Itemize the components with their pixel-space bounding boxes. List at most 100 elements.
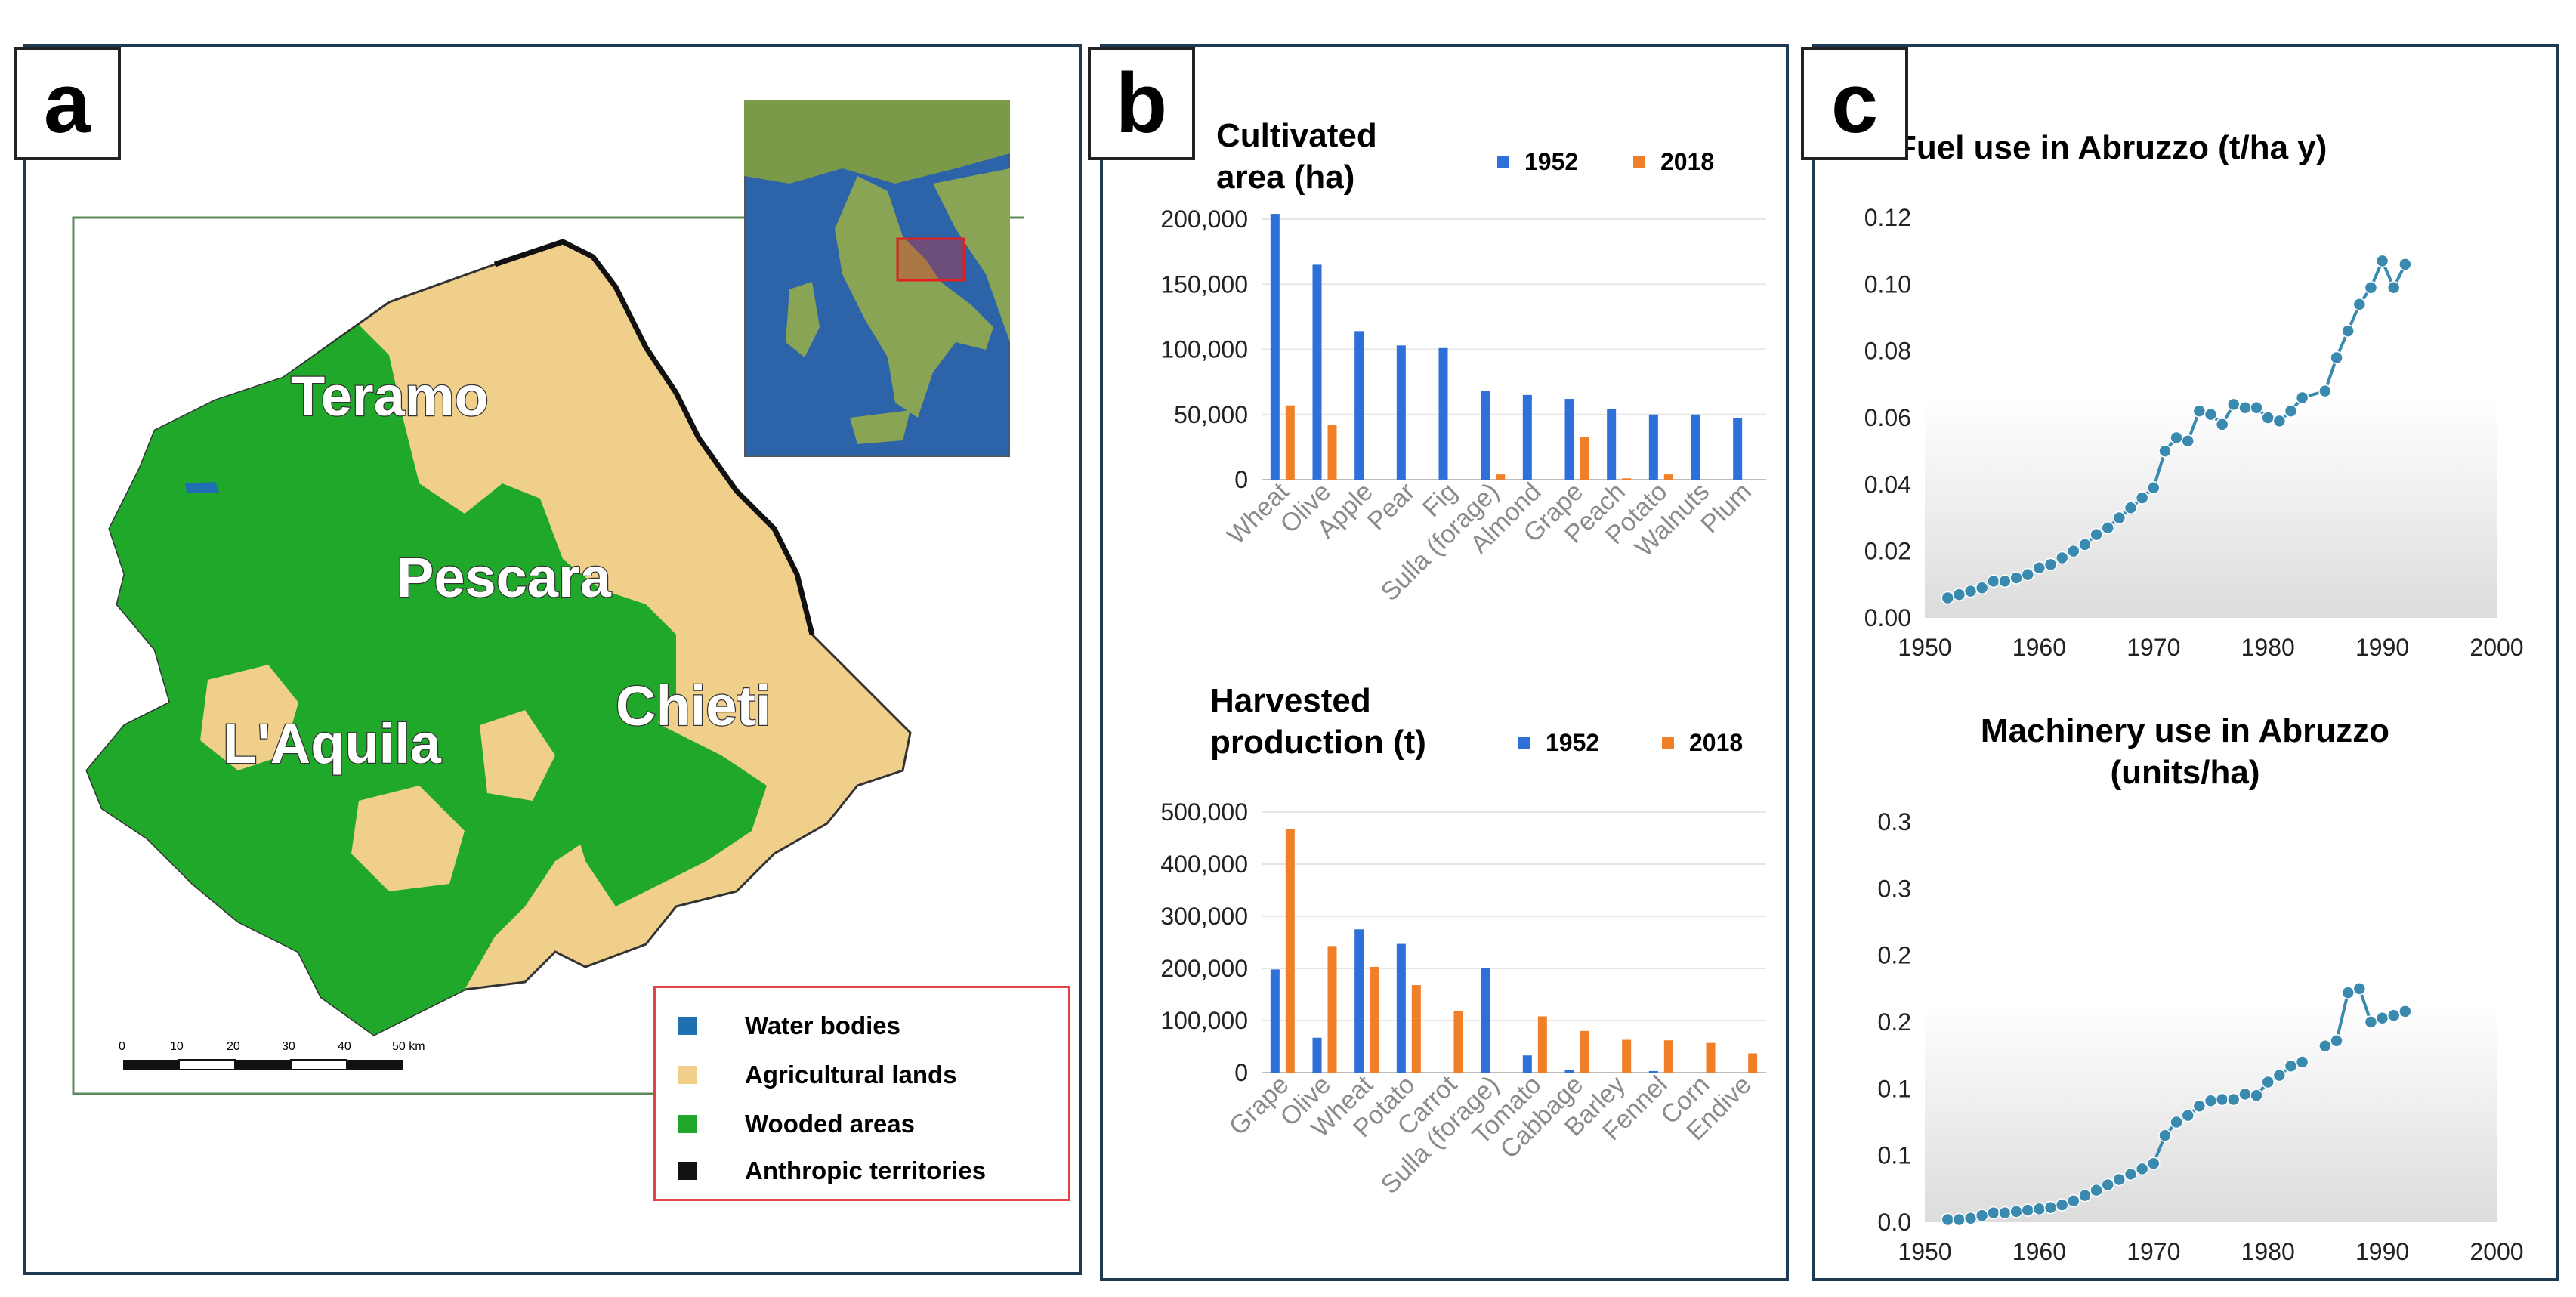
harvested-bar-1952	[1396, 943, 1406, 1073]
panel-c-label: c	[1801, 47, 1908, 160]
cultivated-bar-1952	[1312, 264, 1322, 480]
harvested-bar-2018	[1453, 1011, 1463, 1073]
machinery-data-point	[2375, 1011, 2389, 1025]
cultivated-bar-2018	[1496, 474, 1506, 480]
fuel-data-point	[2295, 391, 2309, 405]
machinery-data-point	[2227, 1092, 2241, 1107]
harvested-bar-2018	[1370, 966, 1379, 1073]
machinery-ytick-label: 0.2	[1878, 1008, 1911, 1036]
fuel-data-point	[2272, 414, 2287, 428]
scale-seg-4	[290, 1059, 347, 1070]
chart-b-top-legend-swatch-1952	[1497, 156, 1509, 168]
machinery-data-point	[1998, 1206, 2012, 1220]
fuel-ytick-label: 0.10	[1864, 270, 1911, 298]
fuel-data-point	[1987, 574, 2000, 588]
chart-b-top-title-line1: Cultivated	[1216, 117, 1377, 154]
cultivated-bar-1952	[1733, 418, 1743, 480]
chart-c-top-title: Fuel use in Abruzzo (t/ha y)	[1896, 129, 2327, 166]
cultivated-bar-2018	[1622, 478, 1632, 480]
city-pescara: Pescara	[397, 546, 612, 609]
fuel-xtick-label: 1950	[1898, 634, 1951, 661]
map-legend: Water bodies Agricultural lands Wooded a…	[653, 986, 1070, 1201]
fuel-data-point	[1998, 574, 2012, 588]
chart-b-top-legend-2018: 2018	[1633, 148, 1714, 176]
machinery-data-point	[2318, 1039, 2332, 1053]
legend-item-anthropic: Anthropic territories	[678, 1150, 986, 1192]
fuel-data-point	[2112, 511, 2127, 525]
fuel-ytick-label: 0.06	[1864, 404, 1911, 431]
region-wooded-east	[555, 650, 767, 906]
region-agri-patch-3	[480, 710, 555, 801]
chart-c-bottom-title: Machinery use in Abruzzo (units/ha)	[1813, 710, 2557, 793]
scale-seg-3	[235, 1060, 291, 1070]
machinery-data-point	[2112, 1172, 2127, 1187]
legend-item-water: Water bodies	[678, 1005, 900, 1047]
harvested-ytick-label: 300,000	[1160, 903, 1248, 930]
scale-seg-5	[347, 1060, 403, 1070]
chart-machinery-use: 0.0 0.1 0.1 0.2 0.2 0.3 0.3 1950 1960 1970 1980 199…	[1878, 808, 2524, 1265]
machinery-data-point	[1963, 1211, 1978, 1225]
fuel-data-point	[2375, 254, 2389, 268]
fuel-xtick-label: 2000	[2469, 634, 2523, 661]
cultivated-bar-2018	[1327, 425, 1337, 480]
chart-c-bottom-title-line2: (units/ha)	[2110, 754, 2260, 791]
machinery-data-point	[2181, 1108, 2195, 1123]
chart-b-bottom-legend-swatch-2018	[1662, 737, 1674, 749]
chart-c-bottom-title-line1: Machinery use in Abruzzo	[1980, 712, 2390, 749]
fuel-data-point	[2124, 501, 2138, 514]
machinery-data-point	[2043, 1200, 2058, 1215]
machinery-data-point	[2067, 1194, 2080, 1208]
chart-harvested-production: 0100,000200,000300,000400,000500,000Grap…	[1160, 798, 1766, 1200]
legend-label-anthropic: Anthropic territories	[745, 1156, 987, 1184]
chart-b-top-title: Cultivated area (ha)	[1216, 115, 1377, 198]
machinery-data-point	[1941, 1212, 1955, 1227]
chart-b-bottom-legend-1952: 1952	[1518, 729, 1599, 757]
water-lake	[185, 482, 219, 493]
fuel-data-point	[2215, 418, 2229, 431]
harvested-bar-2018	[1327, 946, 1337, 1073]
harvested-bar-1952	[1564, 1070, 1574, 1073]
fuel-data-point	[2398, 258, 2412, 271]
machinery-data-point	[2330, 1033, 2343, 1048]
inset-peninsula	[835, 176, 993, 418]
cultivated-ytick-label: 200,000	[1160, 205, 1248, 233]
anthropic-coast	[493, 239, 815, 635]
fuel-data-point	[2067, 544, 2080, 558]
fuel-data-point	[2318, 384, 2332, 398]
cultivated-bar-2018	[1285, 405, 1295, 480]
chart-b-top-legend-swatch-2018	[1633, 156, 1645, 168]
legend-label-water: Water bodies	[745, 1011, 900, 1039]
region-wooded-west	[87, 325, 676, 1035]
chart-b-top-legend-label-1952: 1952	[1524, 148, 1579, 175]
cultivated-ytick-label: 100,000	[1160, 336, 1248, 363]
fuel-data-point	[1975, 581, 1989, 594]
harvested-bar-2018	[1622, 1039, 1632, 1073]
city-chieti: Chieti	[616, 675, 771, 737]
cultivated-bar-1952	[1438, 347, 1448, 480]
machinery-data-point	[2021, 1203, 2035, 1217]
legend-label-wooded: Wooded areas	[745, 1110, 915, 1138]
cultivated-bar-1952	[1607, 409, 1617, 480]
chart-b-bottom-legend-2018: 2018	[1662, 729, 1743, 757]
machinery-data-point	[2170, 1115, 2183, 1129]
cultivated-xtick-label: Plum	[1695, 477, 1757, 539]
cultivated-bar-1952	[1691, 414, 1700, 480]
cultivated-bar-2018	[1663, 474, 1673, 480]
machinery-data-point	[2238, 1087, 2252, 1101]
harvested-bar-2018	[1411, 985, 1421, 1073]
fuel-data-point	[2284, 404, 2298, 418]
fuel-data-point	[1952, 588, 1966, 601]
harvested-bar-1952	[1522, 1055, 1532, 1073]
machinery-ytick-label: 0.3	[1878, 875, 1911, 902]
fuel-ytick-label: 0.02	[1864, 538, 1911, 565]
italy-inset-map	[744, 100, 1010, 457]
chart-b-bottom-legend-swatch-1952	[1518, 737, 1530, 749]
fuel-data-point	[2135, 491, 2149, 505]
fuel-data-point	[2386, 281, 2401, 295]
city-laquila: L'Aquila	[223, 712, 442, 775]
inset-land-north	[744, 100, 1010, 184]
region-agri-patch-1	[200, 665, 298, 770]
chart-b-bottom-title: Harvested production (t)	[1210, 680, 1426, 763]
harvested-bar-1952	[1481, 968, 1490, 1073]
chart-b-top-legend-1952: 1952	[1497, 148, 1578, 176]
